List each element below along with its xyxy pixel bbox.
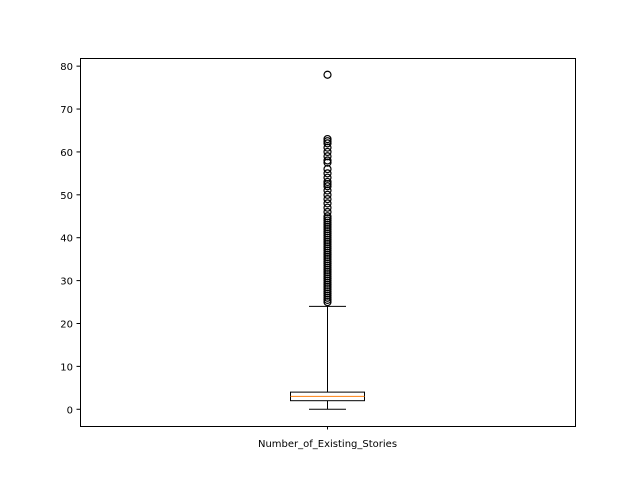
outlier-point [323, 152, 332, 161]
outlier-point [323, 199, 332, 208]
outlier-point [323, 169, 332, 178]
outlier-point [323, 173, 332, 182]
outlier-point [323, 182, 332, 191]
y-tick-label: 20 [60, 319, 73, 330]
y-tick-label: 0 [67, 405, 73, 416]
y-tick-label: 70 [60, 105, 73, 116]
x-axis: Number_of_Existing_Stories [258, 426, 397, 450]
outlier-point [323, 70, 332, 79]
outlier-point [323, 207, 332, 217]
plot-area [290, 70, 365, 410]
axes-frame [80, 58, 576, 427]
outlier-point [323, 203, 332, 212]
outlier-point [323, 137, 332, 146]
y-tick-label: 50 [60, 191, 73, 202]
y-tick-label: 60 [60, 148, 73, 159]
y-tick-label: 10 [60, 362, 73, 373]
outlier-point [323, 212, 332, 221]
outlier-point [323, 139, 332, 148]
y-tick-label: 40 [60, 234, 73, 245]
outlier-point [323, 147, 332, 157]
y-axis: 0 10 20 30 40 50 60 70 80 [60, 62, 80, 416]
outlier-point [323, 190, 332, 199]
x-tick-label: Number_of_Existing_Stories [258, 439, 397, 450]
outlier-point [323, 177, 332, 187]
outlier-point [323, 195, 332, 204]
y-tick-label: 30 [60, 277, 73, 288]
outlier-point [323, 216, 332, 225]
y-tick-label: 80 [60, 62, 73, 73]
outlier-point [323, 156, 332, 165]
outlier-point [323, 134, 332, 144]
